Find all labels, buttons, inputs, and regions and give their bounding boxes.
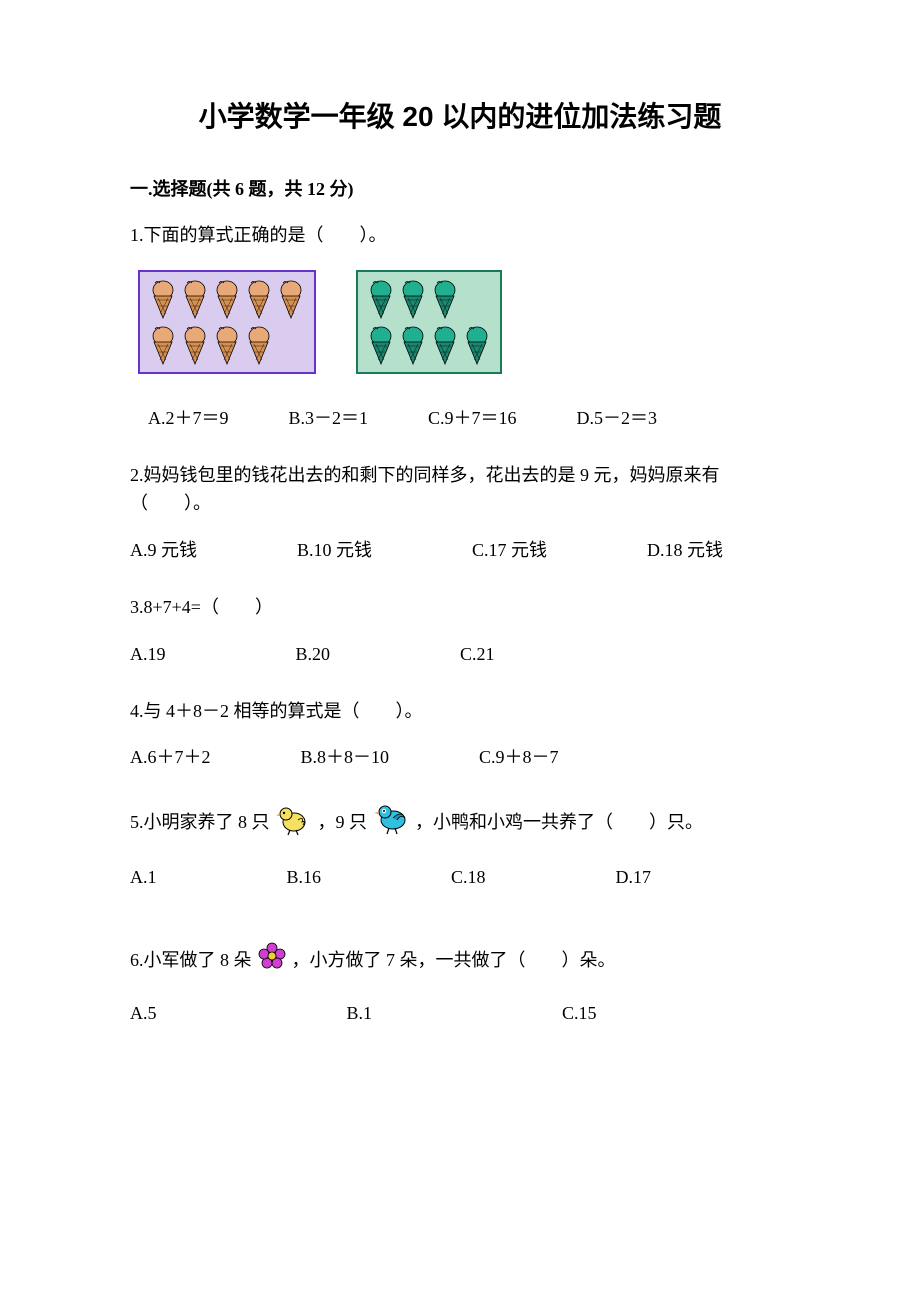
q5-option-c: C.18 [451,863,486,892]
chick-icon [274,800,314,845]
q2-text: 2.妈妈钱包里的钱花出去的和剩下的同样多，花出去的是 9 元，妈妈原来有（ ）。 [130,461,790,519]
q6-options: A.5 B.1 C.15 [130,999,790,1028]
q1-images [130,270,790,374]
q6-pre: 6.小军做了 8 朵 [130,946,252,975]
q4-option-a: A.6＋7＋2 [130,743,211,772]
q1-option-c: C.9＋7＝16 [428,404,517,433]
question-6: 6.小军做了 8 朵 ，小方做了 7 朵，一共做了（ ）朵。 A.5 B.1 C… [130,940,790,1028]
q2-option-c: C.17 元钱 [472,536,547,565]
q5-text: 5.小明家养了 8 只 ，9 只 [130,800,790,845]
flower-icon [256,940,288,981]
q6-text: 6.小军做了 8 朵 ，小方做了 7 朵，一共做了（ ）朵。 [130,940,790,981]
q4-options: A.6＋7＋2 B.8＋8－10 C.9＋8－7 [130,743,790,772]
question-1: 1.下面的算式正确的是（ ）。 [130,221,790,433]
ice-cream-box-2 [356,270,502,374]
q4-text: 4.与 4＋8－2 相等的算式是（ ）。 [130,697,790,726]
q1-options: A.2＋7＝9 B.3－2＝1 C.9＋7＝16 D.5－2＝3 [130,404,790,433]
q5-option-b: B.16 [287,863,322,892]
page-title: 小学数学一年级 20 以内的进位加法练习题 [130,95,790,135]
q6-post: ，小方做了 7 朵，一共做了（ ）朵。 [292,946,616,975]
question-4: 4.与 4＋8－2 相等的算式是（ ）。 A.6＋7＋2 B.8＋8－10 C.… [130,697,790,773]
q6-option-b: B.1 [347,999,373,1028]
question-3: 3.8+7+4=（ ） A.19 B.20 C.21 [130,593,790,669]
q2-option-d: D.18 元钱 [647,536,723,565]
q6-option-a: A.5 [130,999,157,1028]
q1-option-b: B.3－2＝1 [289,404,369,433]
q2-option-a: A.9 元钱 [130,536,197,565]
q3-text: 3.8+7+4=（ ） [130,593,790,622]
q3-option-b: B.20 [296,640,331,669]
q5-option-d: D.17 [616,863,652,892]
q6-option-c: C.15 [562,999,597,1028]
section-header: 一.选择题(共 6 题，共 12 分) [130,175,790,201]
q3-option-a: A.19 [130,640,166,669]
question-5: 5.小明家养了 8 只 ，9 只 [130,800,790,892]
q1-text: 1.下面的算式正确的是（ ）。 [130,221,790,250]
q3-option-c: C.21 [460,640,495,669]
q2-options: A.9 元钱 B.10 元钱 C.17 元钱 D.18 元钱 [130,536,790,565]
q2-option-b: B.10 元钱 [297,536,372,565]
q5-option-a: A.1 [130,863,157,892]
q3-options: A.19 B.20 C.21 [130,640,790,669]
q5-mid1: ，9 只 [318,808,368,837]
q5-mid2: ，小鸭和小鸡一共养了（ ）只。 [415,808,703,837]
q1-option-d: D.5－2＝3 [577,404,658,433]
ice-cream-box-1 [138,270,316,374]
q5-options: A.1 B.16 C.18 D.17 [130,863,790,892]
q4-option-c: C.9＋8－7 [479,743,559,772]
q4-option-b: B.8＋8－10 [301,743,390,772]
question-2: 2.妈妈钱包里的钱花出去的和剩下的同样多，花出去的是 9 元，妈妈原来有（ ）。… [130,461,790,565]
bird-icon [371,800,411,845]
q1-option-a: A.2＋7＝9 [148,404,229,433]
q5-pre: 5.小明家养了 8 只 [130,808,270,837]
